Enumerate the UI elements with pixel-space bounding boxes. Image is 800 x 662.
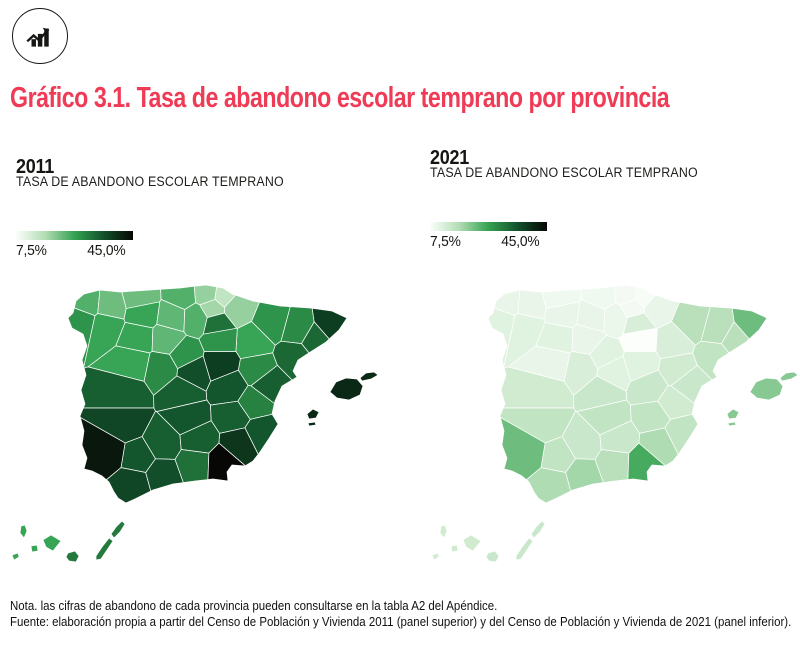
province-santa-cruz-de-tenerife (19, 524, 28, 539)
province-almería (207, 442, 246, 482)
page-title: Gráfico 3.1. Tasa de abandono escolar te… (10, 82, 670, 114)
province-illes-balears (306, 408, 320, 420)
province-alicante (664, 413, 699, 455)
province-illes-balears (749, 377, 784, 401)
province-las-palmas (65, 550, 80, 563)
province-cáceres (80, 366, 155, 409)
province-las-palmas (515, 537, 534, 561)
panel-year-2021: 2021 (430, 147, 469, 169)
legend-max-label: 45,0% (501, 233, 540, 250)
province-illes-balears (329, 377, 364, 401)
province-las-palmas (530, 520, 546, 539)
province-santa-cruz-de-tenerife (450, 544, 459, 553)
legend-labels-2021: 7,5% 45,0% (430, 233, 540, 250)
figure-notes: Nota. las cifras de abandono de cada pro… (10, 598, 797, 630)
province-las-palmas (110, 520, 126, 539)
province-illes-balears (726, 408, 740, 420)
province-cádiz (526, 467, 572, 504)
logo (12, 8, 68, 64)
panel-year-2011: 2011 (16, 156, 54, 178)
panel-subtitle-2011: TASA DE ABANDONO ESCOLAR TEMPRANO (16, 174, 284, 189)
province-illes-balears (779, 371, 799, 382)
province-santa-cruz-de-tenerife (30, 544, 39, 553)
province-pontevedra (487, 307, 516, 368)
province-almería (627, 442, 666, 482)
bar-chart-trend-icon (26, 27, 50, 47)
choropleth-map-2011 (11, 284, 379, 563)
province-málaga (565, 458, 604, 492)
province-illes-balears (307, 421, 317, 427)
province-alicante (244, 413, 279, 455)
legend-gradient-2021 (430, 222, 547, 231)
province-santa-cruz-de-tenerife (11, 552, 20, 561)
province-santa-cruz-de-tenerife (42, 534, 62, 552)
legend-max-label: 45,0% (87, 242, 126, 259)
choropleth-map-2021 (431, 284, 799, 563)
province-huelva (500, 417, 546, 481)
province-pontevedra (67, 307, 96, 368)
legend-min-label: 7,5% (430, 233, 461, 250)
province-santa-cruz-de-tenerife (462, 534, 482, 552)
legend-labels-2011: 7,5% 45,0% (16, 242, 126, 259)
province-cáceres (500, 366, 575, 409)
legend-gradient-2011 (16, 231, 133, 240)
legend-min-label: 7,5% (16, 242, 47, 259)
note-line: Nota. las cifras de abandono de cada pro… (10, 598, 498, 613)
province-illes-balears (359, 371, 379, 382)
province-santa-cruz-de-tenerife (431, 552, 440, 561)
province-málaga (145, 458, 184, 492)
panel-subtitle-2021: TASA DE ABANDONO ESCOLAR TEMPRANO (430, 165, 698, 180)
province-santa-cruz-de-tenerife (439, 524, 448, 539)
province-cádiz (106, 467, 152, 504)
province-huelva (80, 417, 126, 481)
province-las-palmas (95, 537, 114, 561)
source-line: Fuente: elaboración propia a partir del … (10, 614, 792, 629)
province-las-palmas (485, 550, 500, 563)
province-illes-balears (727, 421, 737, 427)
